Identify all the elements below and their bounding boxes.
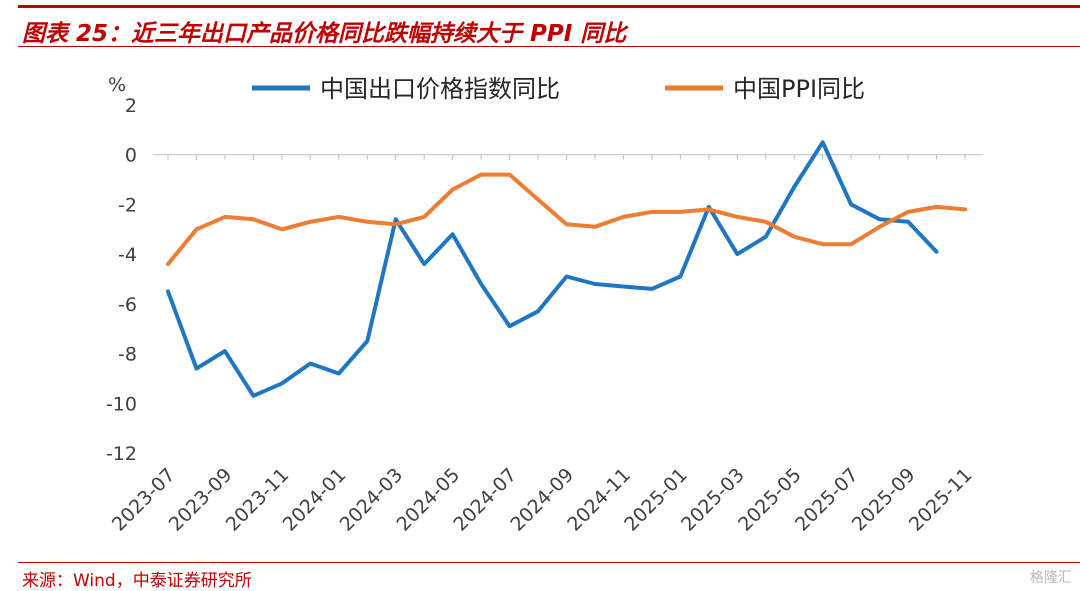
y-axis-unit-label: %	[108, 74, 126, 96]
source-note: 来源：Wind，中泰证券研究所	[22, 571, 252, 591]
legend-label: 中国出口价格指数同比	[320, 75, 560, 103]
title-bar: 图表 25：近三年出口产品价格同比跌幅持续大于 PPI 同比	[0, 0, 1080, 48]
y-tick-label: -10	[106, 393, 137, 415]
y-axis-ticks: 2 0 -2 -4 -6 -8 -10 -12	[106, 95, 137, 465]
legend-label: 中国PPI同比	[733, 75, 865, 103]
series-line-export-price-yoy	[166, 140, 939, 398]
x-tick-label: 2025-11	[905, 464, 977, 536]
watermark-logo: 格隆汇	[1030, 570, 1072, 586]
y-tick-label: -4	[118, 244, 137, 266]
x-axis-ticks: 2023-072023-092023-112024-012024-032024-…	[108, 154, 977, 536]
series-line-ppi-yoy	[166, 172, 967, 267]
footer-rule	[18, 562, 1080, 563]
y-tick-label: 0	[125, 145, 137, 167]
y-tick-label: -2	[118, 194, 137, 216]
title-top-rule	[18, 5, 1080, 8]
series-lines	[166, 140, 967, 398]
y-tick-label: -6	[118, 294, 137, 316]
line-chart: 中国出口价格指数同比 中国PPI同比 % 2 0 -2 -4 -6 -8 -10 -12 202…	[106, 74, 982, 536]
title-bottom-rule	[18, 46, 1080, 47]
y-tick-label: 2	[125, 95, 137, 117]
chart-title: 图表 25：近三年出口产品价格同比跌幅持续大于 PPI 同比	[22, 21, 627, 47]
chart-legend: 中国出口价格指数同比 中国PPI同比	[252, 75, 865, 103]
y-tick-label: -8	[118, 344, 137, 366]
y-tick-label: -12	[106, 443, 137, 465]
